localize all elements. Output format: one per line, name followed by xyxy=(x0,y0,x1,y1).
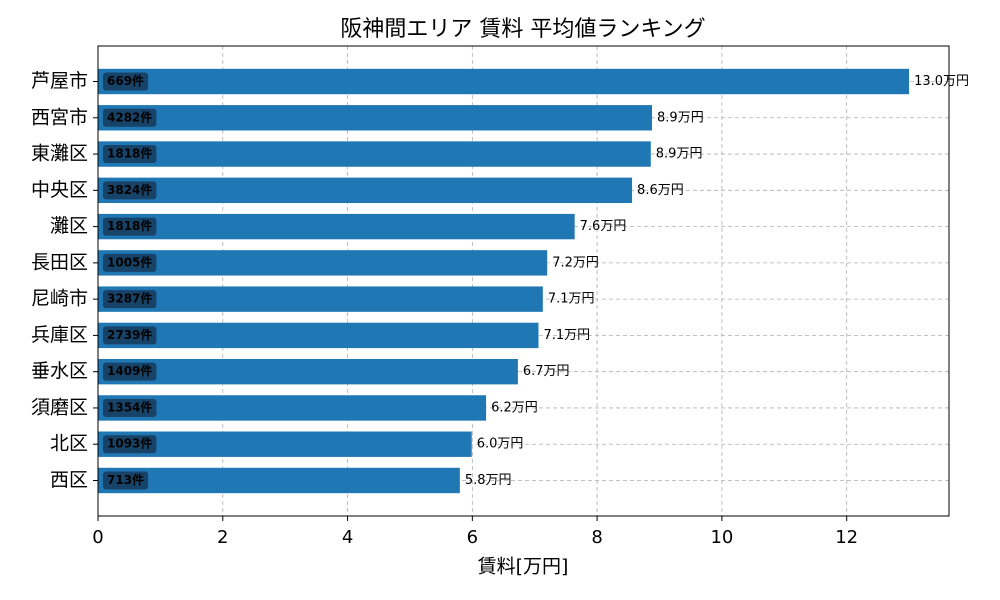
x-tick-label: 12 xyxy=(835,527,858,548)
y-tick-label: 長田区 xyxy=(31,251,88,273)
count-label: 1005件 xyxy=(107,254,152,269)
bar xyxy=(98,467,460,494)
count-badge xyxy=(103,398,157,417)
y-tick-label: 西宮市 xyxy=(31,106,88,128)
count-badge xyxy=(103,290,157,309)
value-label: 6.0万円 xyxy=(477,437,524,452)
count-label: 713件 xyxy=(107,472,144,487)
bar xyxy=(98,141,651,167)
x-tick-label: 2 xyxy=(217,527,228,548)
value-label: 8.9万円 xyxy=(656,147,703,162)
count-badge xyxy=(103,435,157,454)
count-label: 1354件 xyxy=(107,399,152,414)
bar xyxy=(98,322,539,349)
bar xyxy=(98,250,548,276)
x-axis-label: 賃料[万円] xyxy=(478,556,569,578)
y-tick-label: 西区 xyxy=(50,469,88,491)
count-label: 1409件 xyxy=(107,363,152,378)
count-label: 3824件 xyxy=(107,182,152,197)
x-tick-label: 8 xyxy=(591,527,602,548)
y-tick-label: 芦屋市 xyxy=(31,70,88,92)
chart-title: 阪神間エリア 賃料 平均値ランキング xyxy=(340,17,705,42)
value-label: 7.6万円 xyxy=(580,219,627,234)
count-badge xyxy=(103,471,149,490)
count-badge xyxy=(103,326,157,345)
value-label: 6.7万円 xyxy=(523,364,570,379)
bar xyxy=(98,431,472,457)
bar xyxy=(98,68,910,95)
plot-frame xyxy=(97,45,950,517)
count-badge xyxy=(103,217,157,236)
value-label: 6.2万円 xyxy=(491,400,538,415)
bar xyxy=(98,286,543,312)
count-label: 1818件 xyxy=(107,218,152,233)
y-tick-label: 須磨区 xyxy=(31,396,88,418)
count-label: 669件 xyxy=(107,73,144,88)
bar xyxy=(98,105,653,131)
count-label: 1093件 xyxy=(107,436,152,451)
count-badge xyxy=(103,72,149,91)
value-label: 5.8万円 xyxy=(465,473,512,488)
y-tick-label: 東灘区 xyxy=(31,143,88,165)
value-label: 13.0万円 xyxy=(914,74,969,89)
count-label: 4282件 xyxy=(107,109,152,124)
y-tick-label: 北区 xyxy=(50,433,88,455)
count-label: 3287件 xyxy=(107,291,152,306)
bar xyxy=(98,358,518,385)
bar xyxy=(98,177,633,204)
value-label: 8.9万円 xyxy=(657,110,704,125)
value-label: 8.6万円 xyxy=(637,183,684,198)
y-tick-label: 尼崎市 xyxy=(31,288,88,310)
count-badge xyxy=(103,108,157,127)
x-tick-label: 6 xyxy=(467,527,478,548)
count-label: 1818件 xyxy=(107,146,152,161)
count-label: 2739件 xyxy=(107,327,152,342)
y-tick-label: 垂水区 xyxy=(31,360,88,382)
x-tick-label: 4 xyxy=(342,527,353,548)
y-tick-label: 兵庫区 xyxy=(31,324,88,346)
bar xyxy=(98,395,487,421)
bar xyxy=(98,213,575,240)
y-tick-label: 中央区 xyxy=(31,179,88,201)
value-label: 7.1万円 xyxy=(548,292,595,307)
count-badge xyxy=(103,181,157,200)
value-label: 7.2万円 xyxy=(552,255,599,270)
count-badge xyxy=(103,362,157,381)
y-tick-label: 灘区 xyxy=(50,215,88,237)
value-label: 7.1万円 xyxy=(543,328,590,343)
count-badge xyxy=(103,253,157,272)
x-tick-label: 0 xyxy=(92,527,103,548)
x-tick-label: 10 xyxy=(710,527,733,548)
count-badge xyxy=(103,145,157,164)
